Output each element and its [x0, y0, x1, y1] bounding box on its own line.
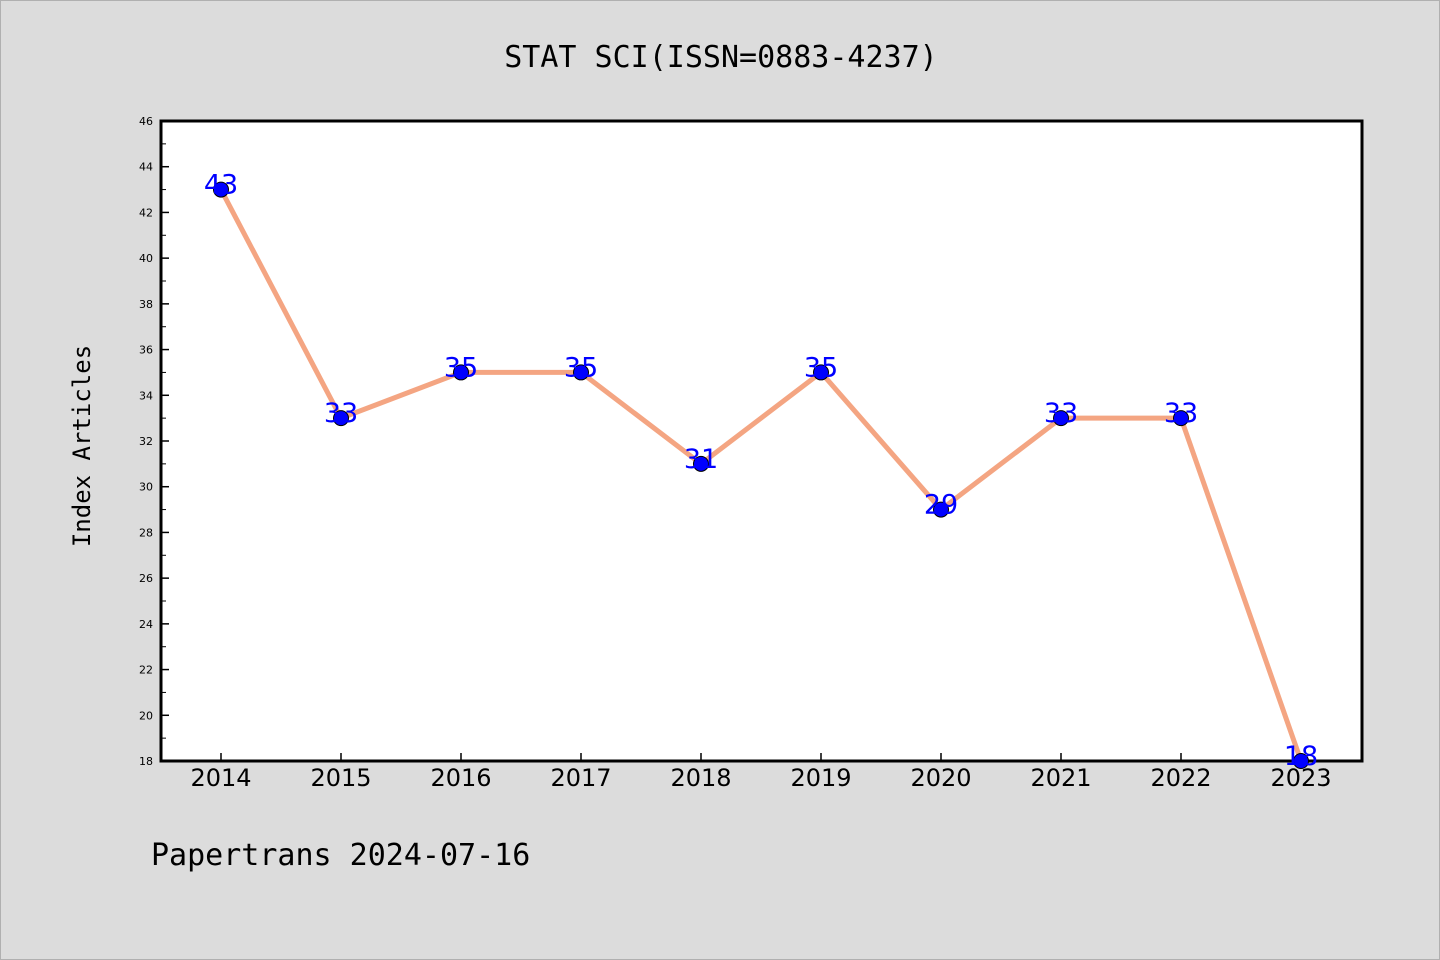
y-tick-label: 34	[139, 389, 153, 402]
x-tick-label: 2015	[310, 764, 371, 792]
data-label: 18	[1284, 741, 1318, 772]
data-label: 35	[564, 352, 598, 383]
y-tick-label: 46	[139, 115, 153, 128]
x-axis: 2014 2015 2016 2017 2018 2019 2020 2021 2022 2023	[190, 753, 1332, 792]
data-point	[1173, 410, 1189, 427]
y-tick-label: 30	[139, 481, 153, 494]
data-point	[813, 364, 829, 381]
source-footer: Papertrans 2024-07-16	[151, 838, 530, 873]
data-point	[453, 364, 469, 381]
data-label: 33	[1044, 398, 1078, 429]
x-tick-label: 2014	[190, 764, 251, 792]
data-point	[333, 410, 349, 427]
data-label: 35	[444, 352, 478, 383]
y-tick-label: 36	[139, 344, 153, 357]
y-tick-label: 40	[139, 252, 153, 265]
data-point	[933, 501, 949, 518]
y-axis: 18 20 22 24 26 28 30 32 34 36 38 40 42 44 46	[139, 115, 169, 768]
y-tick-label: 28	[139, 526, 153, 539]
x-tick-label: 2016	[430, 764, 491, 792]
series-line-group	[218, 188, 1304, 762]
data-label: 33	[1164, 398, 1198, 429]
data-label: 29	[924, 490, 958, 521]
y-tick-label: 26	[139, 572, 153, 585]
y-tick-label: 24	[139, 618, 153, 631]
data-label: 43	[204, 170, 238, 201]
data-label: 35	[804, 352, 838, 383]
data-point	[693, 455, 709, 472]
y-tick-label: 32	[139, 435, 153, 448]
data-markers	[213, 181, 1309, 769]
x-tick-label: 2018	[670, 764, 731, 792]
chart-title: STAT SCI(ISSN=0883-4237)	[504, 40, 937, 75]
data-label: 31	[684, 444, 718, 475]
y-tick-label: 20	[139, 709, 153, 722]
y-axis-label: Index Articles	[68, 345, 96, 547]
data-point	[573, 364, 589, 381]
y-tick-label: 18	[139, 755, 153, 768]
y-tick-label: 38	[139, 298, 153, 311]
series-line	[218, 188, 1304, 762]
x-tick-label: 2017	[550, 764, 611, 792]
plot-area	[159, 119, 1364, 763]
data-label: 33	[324, 398, 358, 429]
data-point	[1293, 753, 1309, 769]
data-point	[213, 181, 229, 198]
data-point	[1053, 410, 1069, 427]
y-tick-label: 22	[139, 664, 153, 677]
data-labels: 43 33 35 35 31 35 29 33 33 18	[204, 170, 1318, 772]
x-tick-label: 2020	[910, 764, 971, 792]
x-tick-label: 2021	[1030, 764, 1091, 792]
y-tick-label: 44	[139, 161, 153, 174]
y-tick-label: 42	[139, 206, 153, 219]
x-tick-label: 2022	[1150, 764, 1211, 792]
x-tick-label: 2019	[790, 764, 851, 792]
